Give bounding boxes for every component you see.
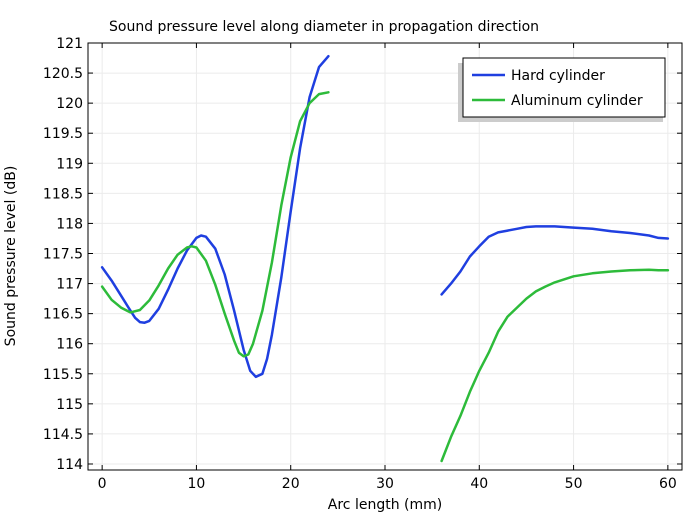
y-tick-label: 116.5 <box>43 307 83 323</box>
y-tick-label: 116 <box>56 337 83 353</box>
x-tick-label: 60 <box>659 476 677 492</box>
series-line-hard-cylinder <box>100 54 330 379</box>
chart-title: Sound pressure level along diameter in p… <box>109 19 539 35</box>
y-tick-label: 117 <box>56 277 83 293</box>
series-line-aluminum-cylinder <box>440 268 670 463</box>
series-line-hard-cylinder <box>440 225 670 296</box>
x-axis: 0 10 20 30 40 50 60 <box>98 43 677 492</box>
x-axis-label: Arc length (mm) <box>328 497 442 513</box>
series-line-aluminum-cylinder <box>100 91 330 358</box>
legend-label-hard-cylinder: Hard cylinder <box>511 68 605 84</box>
y-axis: 114 114.5 115 115.5 116 116.5 117 117.5 118 118.5… <box>43 36 682 473</box>
x-tick-label: 30 <box>376 476 394 492</box>
y-tick-label: 121 <box>56 36 83 52</box>
x-tick-label: 10 <box>188 476 206 492</box>
y-tick-label: 115.5 <box>43 367 83 383</box>
y-tick-label: 114.5 <box>43 427 83 443</box>
x-tick-label: 0 <box>98 476 107 492</box>
y-tick-label: 114 <box>56 457 83 473</box>
y-tick-label: 120 <box>56 96 83 112</box>
y-axis-label: Sound pressure level (dB) <box>3 166 19 347</box>
legend: Hard cylinder Aluminum cylinder <box>458 57 666 122</box>
y-tick-label: 117.5 <box>43 246 83 262</box>
y-tick-label: 115 <box>56 397 83 413</box>
y-tick-label: 118.5 <box>43 186 83 202</box>
plot-lines <box>100 54 670 463</box>
y-tick-label: 119.5 <box>43 126 83 142</box>
legend-box <box>462 57 666 118</box>
x-tick-label: 20 <box>282 476 300 492</box>
y-tick-label: 120.5 <box>43 66 83 82</box>
y-tick-label: 119 <box>56 156 83 172</box>
y-tick-label: 118 <box>56 216 83 232</box>
x-tick-label: 50 <box>565 476 583 492</box>
legend-label-aluminum-cylinder: Aluminum cylinder <box>511 93 643 109</box>
x-tick-label: 40 <box>470 476 488 492</box>
